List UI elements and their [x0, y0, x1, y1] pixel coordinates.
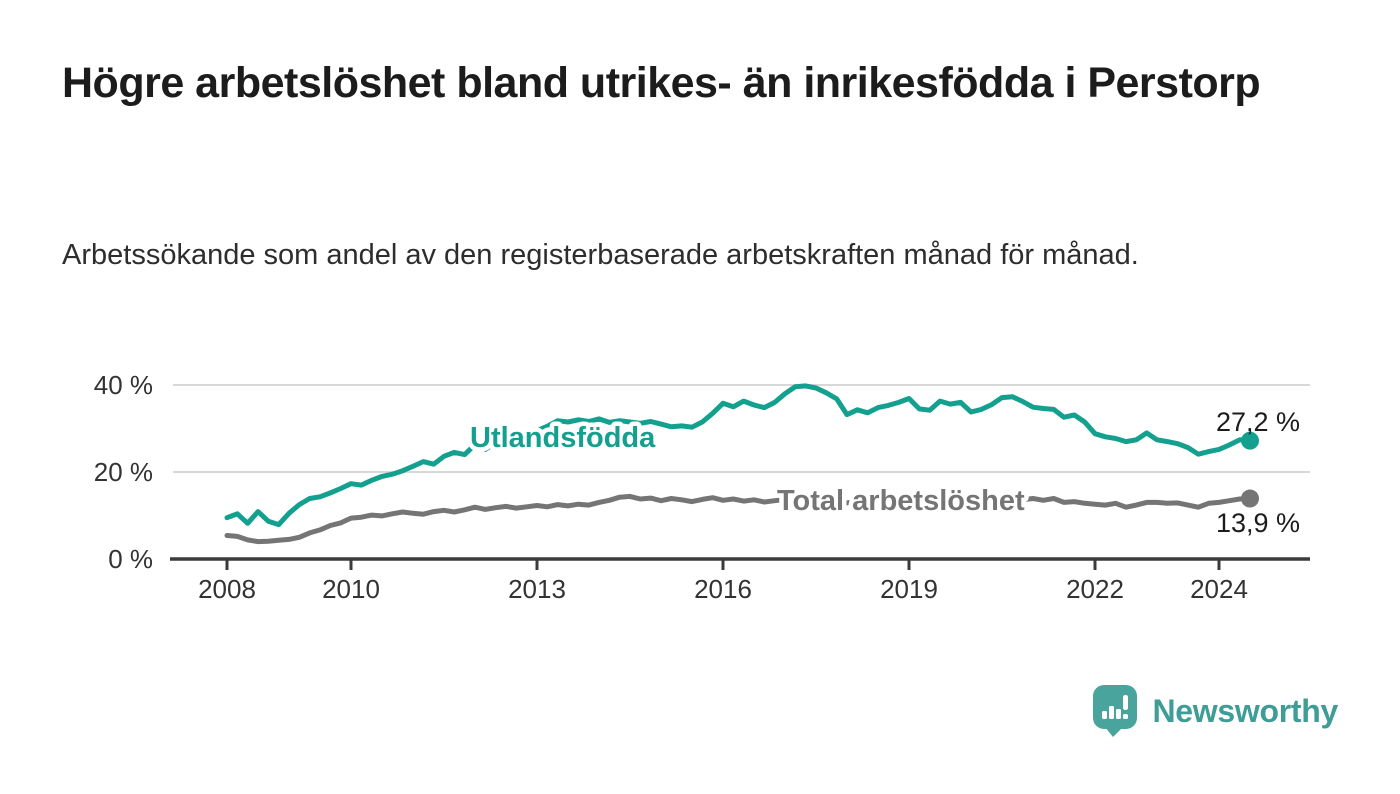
newsworthy-logo-text: Newsworthy [1152, 692, 1339, 729]
page-subtitle: Arbetssökande som andel av den registerb… [62, 239, 1139, 271]
y-tick-label: 40 % [94, 370, 153, 400]
y-tick-label: 0 % [108, 544, 153, 574]
series-end-value-total-arbetsloshet: 13,9 % [1216, 508, 1300, 538]
y-tick-label: 20 % [94, 457, 153, 487]
series-line-utlandsfodda [224, 383, 1253, 528]
series-end-value-utlandsfodda: 27,2 % [1216, 407, 1300, 437]
x-tick-label: 2024 [1190, 574, 1248, 604]
x-tick-label: 2013 [508, 574, 566, 604]
series-label-utlandsfodda: Utlandsfödda [470, 422, 656, 454]
unemployment-line-chart: 0 % 20 % 40 % 2008 2010 2013 2016 2019 2022 2024 U… [94, 370, 1310, 604]
x-tick-label: 2010 [322, 574, 380, 604]
x-tick-label: 2019 [880, 574, 938, 604]
x-tick-label: 2016 [694, 574, 752, 604]
series-end-dot-utlandsfodda [1241, 431, 1259, 450]
chart-x-axis [170, 557, 1310, 570]
series-line-total-arbetsloshet [224, 493, 1253, 545]
chart-text-labels: 0 % 20 % 40 % 2008 2010 2013 2016 2019 2022 2024 U… [94, 370, 1300, 604]
newsworthy-logo-icon [1092, 685, 1137, 737]
page-title: Högre arbetslöshet bland utrikes- än inr… [62, 59, 1261, 107]
chart-series [224, 383, 1259, 545]
x-tick-label: 2008 [198, 574, 256, 604]
series-end-dot-total-arbetsloshet [1241, 489, 1259, 508]
x-tick-label: 2022 [1066, 574, 1124, 604]
newsworthy-logo[interactable]: Newsworthy [1092, 685, 1339, 737]
series-label-total-arbetsloshet: Total arbetslöshet [777, 485, 1025, 517]
chart-grid [173, 384, 1310, 473]
